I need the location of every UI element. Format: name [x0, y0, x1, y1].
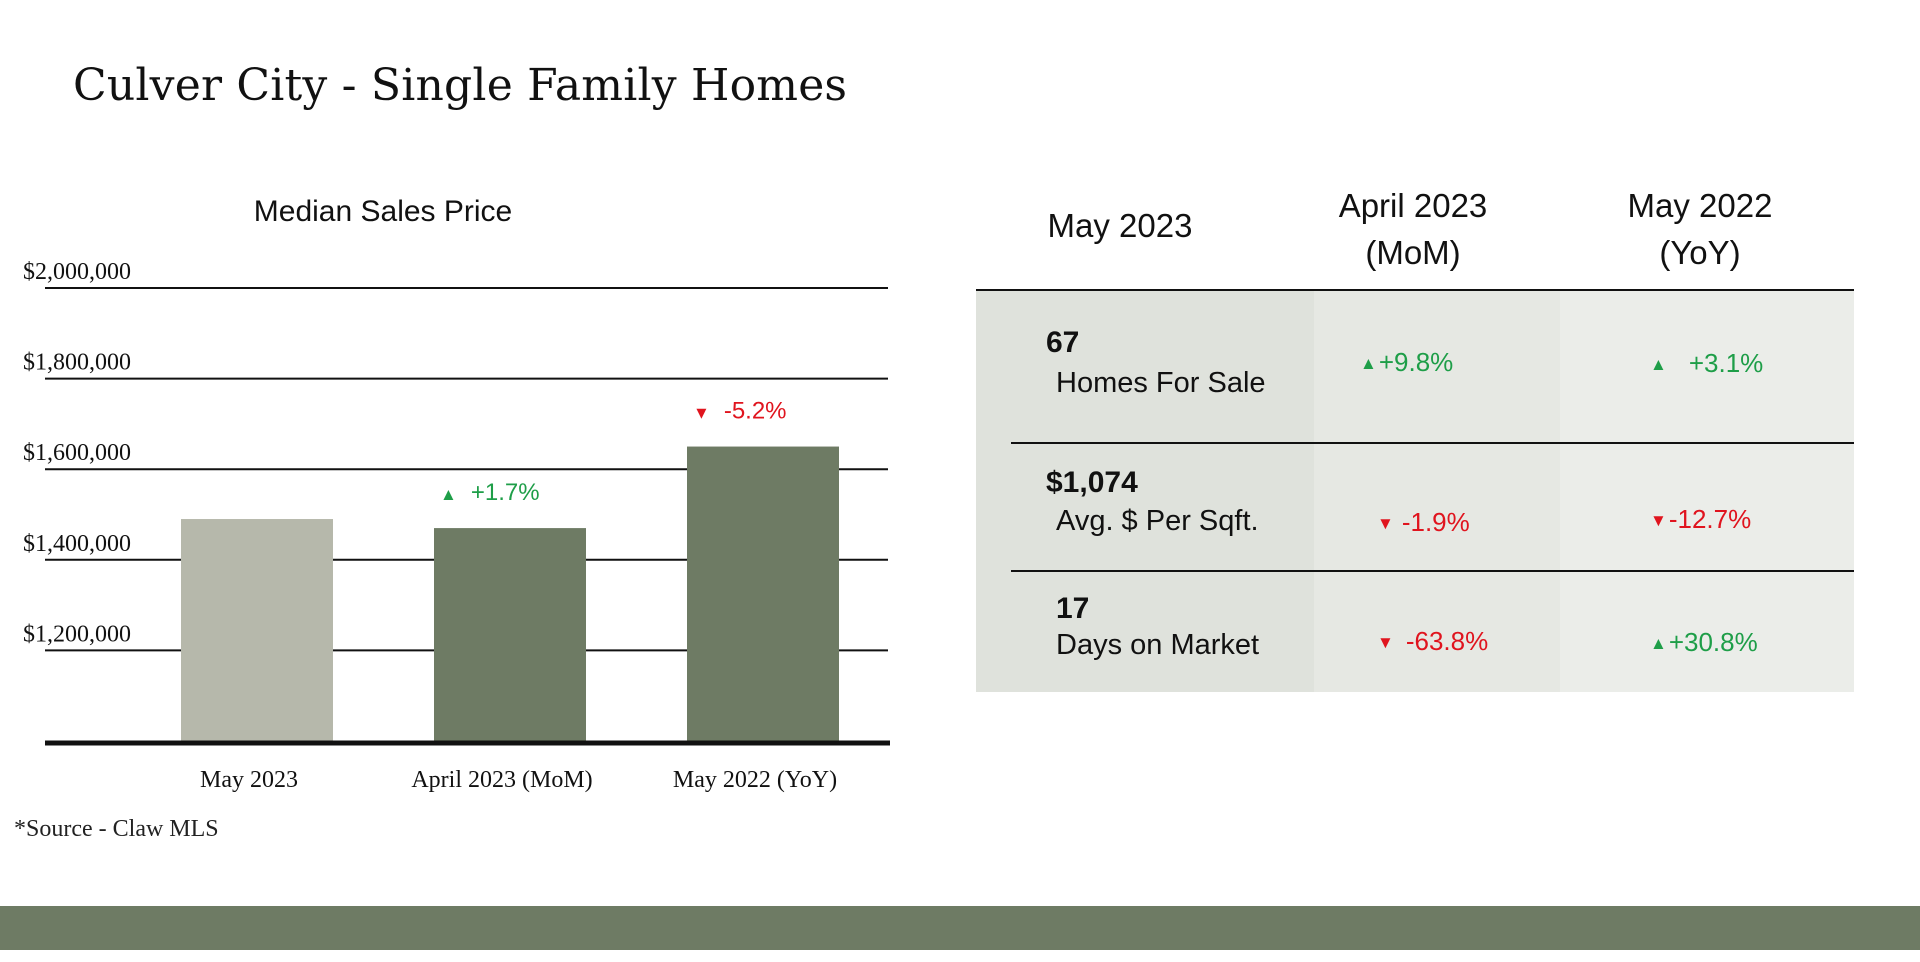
- column-mom-bg: [1314, 290, 1560, 692]
- page-title: Culver City - Single Family Homes: [73, 60, 848, 111]
- y-tick-label: $1,800,000: [23, 350, 131, 376]
- header-current-label: May 2023: [1047, 207, 1193, 244]
- change-mom: ▼ -1.9%: [1377, 507, 1470, 538]
- x-category-label: May 2023: [200, 767, 298, 793]
- metric-label-homes-for-sale: Homes For Sale: [1056, 367, 1266, 399]
- change-mom-value: -63.8%: [1405, 626, 1489, 656]
- row-divider: [1011, 570, 1854, 572]
- x-category-label: April 2023 (MoM): [411, 767, 592, 793]
- column-current-bg: [976, 290, 1314, 692]
- metric-value-price-per-sqft: $1,074: [1046, 466, 1138, 499]
- change-annotation-value: -5.2%: [724, 398, 787, 425]
- trend-arrow-icon: ▼: [1377, 633, 1394, 652]
- metric-value-homes-for-sale: 67: [1046, 326, 1080, 359]
- y-tick-label: $1,200,000: [23, 621, 131, 647]
- change-annotation: ▼ -5.2%: [693, 398, 787, 425]
- median-price-bar-chart: Median Sales Price $1,200,000 $1,400,000 $1…: [23, 195, 890, 793]
- x-category-label: May 2022 (YoY): [673, 767, 837, 793]
- header-mom-sub: (MoM): [1365, 234, 1461, 271]
- header-yoy: May 2022 (YoY): [1587, 182, 1813, 276]
- bar: [181, 519, 333, 741]
- bar: [687, 446, 839, 741]
- source-note: *Source - Claw MLS: [14, 816, 219, 842]
- row-divider: [1011, 442, 1854, 444]
- change-mom-value: -1.9%: [1401, 507, 1470, 537]
- trend-arrow-icon: ▲: [1360, 354, 1377, 373]
- metric-value-days-on-market: 17: [1056, 592, 1090, 625]
- header-yoy-label: May 2022: [1627, 187, 1773, 224]
- header-mom: April 2023 (MoM): [1300, 182, 1526, 276]
- y-tick-label: $1,600,000: [23, 440, 131, 466]
- bar: [434, 528, 586, 741]
- metric-label-days-on-market: Days on Market: [1056, 629, 1260, 661]
- change-yoy: ▼-12.7%: [1650, 504, 1751, 535]
- change-annotation-value: +1.7%: [471, 479, 540, 506]
- chart-title: Median Sales Price: [254, 195, 512, 228]
- y-tick-label: $1,400,000: [23, 531, 131, 557]
- column-yoy-bg: [1560, 290, 1854, 692]
- change-yoy: ▲+30.8%: [1650, 627, 1758, 658]
- change-mom-value: +9.8%: [1378, 347, 1454, 377]
- change-mom: ▼ -63.8%: [1377, 626, 1488, 657]
- header-mom-label: April 2023: [1338, 187, 1488, 224]
- change-yoy-value: -12.7%: [1668, 504, 1752, 534]
- change-annotation: ▲ +1.7%: [440, 479, 540, 506]
- triangle-up-icon: ▲: [440, 485, 457, 504]
- metric-label-price-per-sqft: Avg. $ Per Sqft.: [1056, 505, 1259, 537]
- triangle-down-icon: ▼: [693, 404, 710, 423]
- change-mom: ▲+9.8%: [1360, 347, 1453, 378]
- header-current: May 2023: [1000, 202, 1240, 249]
- trend-arrow-icon: ▲: [1650, 355, 1667, 374]
- header-yoy-sub: (YoY): [1659, 234, 1741, 271]
- y-tick-label: $2,000,000: [23, 259, 131, 285]
- header-divider: [976, 289, 1854, 291]
- trend-arrow-icon: ▼: [1377, 514, 1394, 533]
- footer-bar: [0, 906, 1920, 950]
- trend-arrow-icon: ▼: [1650, 511, 1667, 530]
- trend-arrow-icon: ▲: [1650, 634, 1667, 653]
- change-yoy-value: +3.1%: [1688, 348, 1764, 378]
- change-yoy: ▲ +3.1%: [1650, 348, 1763, 379]
- change-yoy-value: +30.8%: [1668, 627, 1758, 657]
